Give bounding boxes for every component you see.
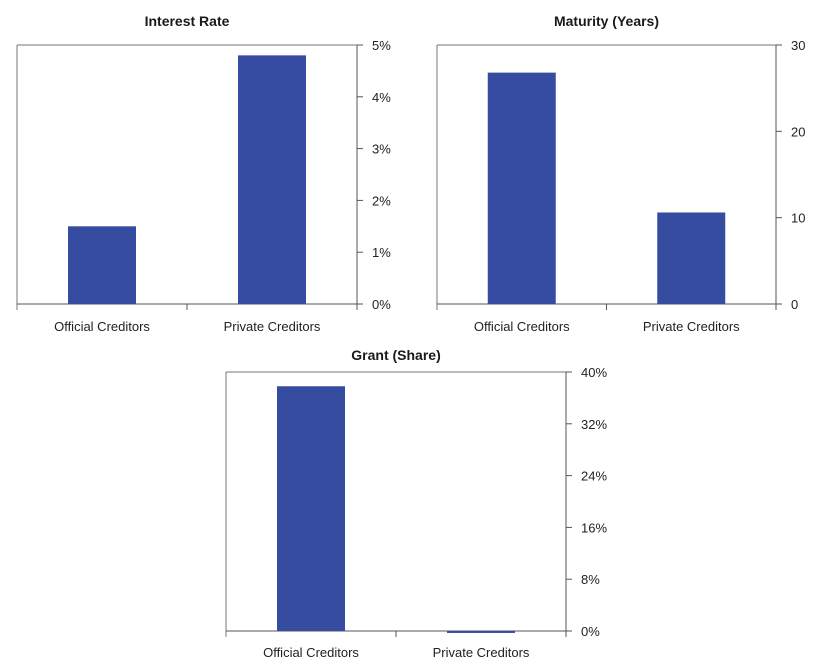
chart-title: Interest Rate [145, 13, 230, 29]
bar [447, 631, 515, 633]
category-label: Official Creditors [474, 319, 570, 334]
y-tick-label: 30 [791, 38, 805, 53]
bar [277, 386, 345, 631]
category-label: Private Creditors [643, 319, 740, 334]
y-tick-label: 10 [791, 211, 805, 226]
y-tick-label: 0% [581, 624, 600, 639]
bar [657, 212, 726, 304]
y-tick-label: 16% [581, 520, 607, 535]
y-tick-label: 5% [372, 38, 391, 53]
y-tick-label: 32% [581, 417, 607, 432]
bar [238, 55, 306, 304]
category-label: Official Creditors [54, 319, 150, 334]
bar [487, 72, 556, 304]
y-tick-label: 24% [581, 469, 607, 484]
category-label: Official Creditors [263, 645, 359, 660]
chart-interest-rate: Interest Rate Official Creditors Private C… [16, 13, 391, 334]
y-tick-label: 0 [791, 297, 798, 312]
chart-maturity-years: Maturity (Years) Official Creditors Privat… [436, 13, 805, 334]
chart-title: Grant (Share) [351, 347, 440, 363]
y-tick-label: 3% [372, 142, 391, 157]
y-tick-label: 4% [372, 90, 391, 105]
y-tick-label: 0% [372, 297, 391, 312]
y-tick-label: 20 [791, 124, 805, 139]
bar [68, 226, 136, 304]
y-tick-label: 40% [581, 365, 607, 380]
y-tick-label: 1% [372, 245, 391, 260]
chart-title: Maturity (Years) [554, 13, 659, 29]
y-tick-label: 2% [372, 193, 391, 208]
chart-grant-share: Grant (Share) Official Creditors Private C… [225, 347, 607, 660]
category-label: Private Creditors [433, 645, 530, 660]
category-label: Private Creditors [224, 319, 321, 334]
y-tick-label: 8% [581, 572, 600, 587]
